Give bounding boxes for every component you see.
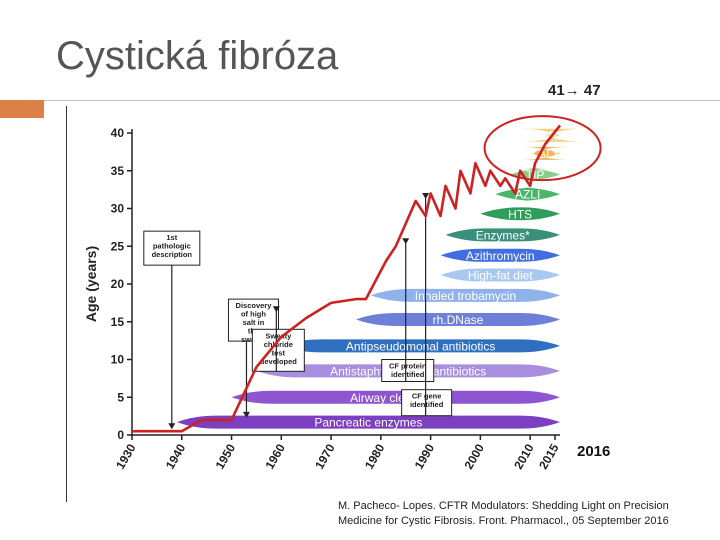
x-tick-label: 1930 <box>113 441 139 471</box>
y-tick-label: 20 <box>111 277 125 291</box>
milestone-arrowhead <box>422 192 430 199</box>
title-accent-bar <box>0 100 44 118</box>
therapy-band <box>231 390 560 404</box>
x-tick-label: 1970 <box>312 441 338 471</box>
milestone-box <box>401 389 453 417</box>
y-tick-label: 15 <box>111 315 125 329</box>
survival-line <box>132 124 562 433</box>
title-divider <box>44 100 720 101</box>
y-tick-label: 35 <box>111 164 125 178</box>
citation: M. Pacheco- Lopes. CFTR Modulators: Shed… <box>338 499 718 529</box>
slide-title: Cystická fibróza <box>56 34 339 78</box>
therapy-label: Inhaled trobamycin <box>415 289 516 303</box>
survival-age-note: 41→ 47 <box>548 82 601 99</box>
y-tick-label: 5 <box>117 390 124 404</box>
y-tick-label: 40 <box>111 126 125 140</box>
survival-line-group <box>132 124 562 433</box>
therapy-band <box>440 248 560 262</box>
milestone-arrowhead <box>168 423 176 430</box>
milestone-label: CF gene identified <box>410 392 444 410</box>
therapy-label: Pancreatic enzymes <box>314 416 422 430</box>
milestone-label: 1st pathologic description <box>152 233 193 259</box>
x-tick-label: 1940 <box>163 441 189 471</box>
highlight-group <box>483 115 602 182</box>
milestone-arrowhead <box>272 306 280 313</box>
therapy-label: AZLI <box>515 188 540 202</box>
x-tick-label: 1960 <box>262 441 288 471</box>
therapy-label: Enzymes* <box>476 228 530 242</box>
therapy-label: High-fat diet <box>468 268 533 282</box>
therapy-band <box>520 146 571 160</box>
therapy-band <box>176 415 560 429</box>
therapy-band <box>445 228 560 242</box>
y-axis: 0 5 10 15 20 25 30 35 40 Age (years) <box>83 126 133 442</box>
milestone-box <box>381 359 435 382</box>
highlight-circle <box>483 115 602 182</box>
therapy-band <box>495 187 560 201</box>
therapy-label: rh.DNase <box>433 313 484 327</box>
left-divider <box>66 106 67 502</box>
milestone-label: CF protein identified <box>389 362 427 380</box>
therapy-label: Azithromycin <box>466 249 535 263</box>
therapy-band <box>281 339 560 353</box>
milestone-arrowhead <box>402 238 410 245</box>
x-tick-label: 1990 <box>412 441 438 471</box>
y-tick-label: 30 <box>111 202 125 216</box>
y-axis-title: Age (years) <box>83 246 99 322</box>
milestone-box <box>251 328 305 372</box>
y-tick-label: 0 <box>117 428 124 442</box>
milestone-label: Sweaty chloride test developed <box>260 331 298 366</box>
y-tick-label: 25 <box>111 239 125 253</box>
x-tick-label: 2015 <box>536 441 562 471</box>
therapy-label: HTS <box>508 207 532 221</box>
y-tick-label: 10 <box>111 353 125 367</box>
x-tick-label: 1950 <box>213 441 239 471</box>
cf-survival-chart: 0 5 10 15 20 25 30 35 40 Age (years) 1930 1940 1950… <box>83 115 602 472</box>
milestone-box <box>143 230 201 266</box>
therapy-band <box>370 288 560 302</box>
x-tick-label: 1980 <box>362 441 388 471</box>
x-axis: 1930 1940 1950 1960 1970 1980 1990 2000 2010 2015 <box>113 434 562 472</box>
citation-line-2: Medicine for Cystic Fibrosis. Front. Pha… <box>338 515 669 527</box>
therapy-label: KALY <box>530 147 560 161</box>
x-tick-label: 2010 <box>511 441 537 471</box>
therapy-band <box>355 312 560 326</box>
citation-line-1: M. Pacheco- Lopes. CFTR Modulators: Shed… <box>338 500 669 512</box>
milestone-arrowhead <box>242 411 250 418</box>
year-note: 2016 <box>577 443 611 460</box>
therapy-label: Antipseudomonal antibiotics <box>346 339 495 353</box>
therapy-band <box>440 268 560 282</box>
therapy-band <box>480 207 560 221</box>
x-tick-label: 2000 <box>461 441 487 471</box>
